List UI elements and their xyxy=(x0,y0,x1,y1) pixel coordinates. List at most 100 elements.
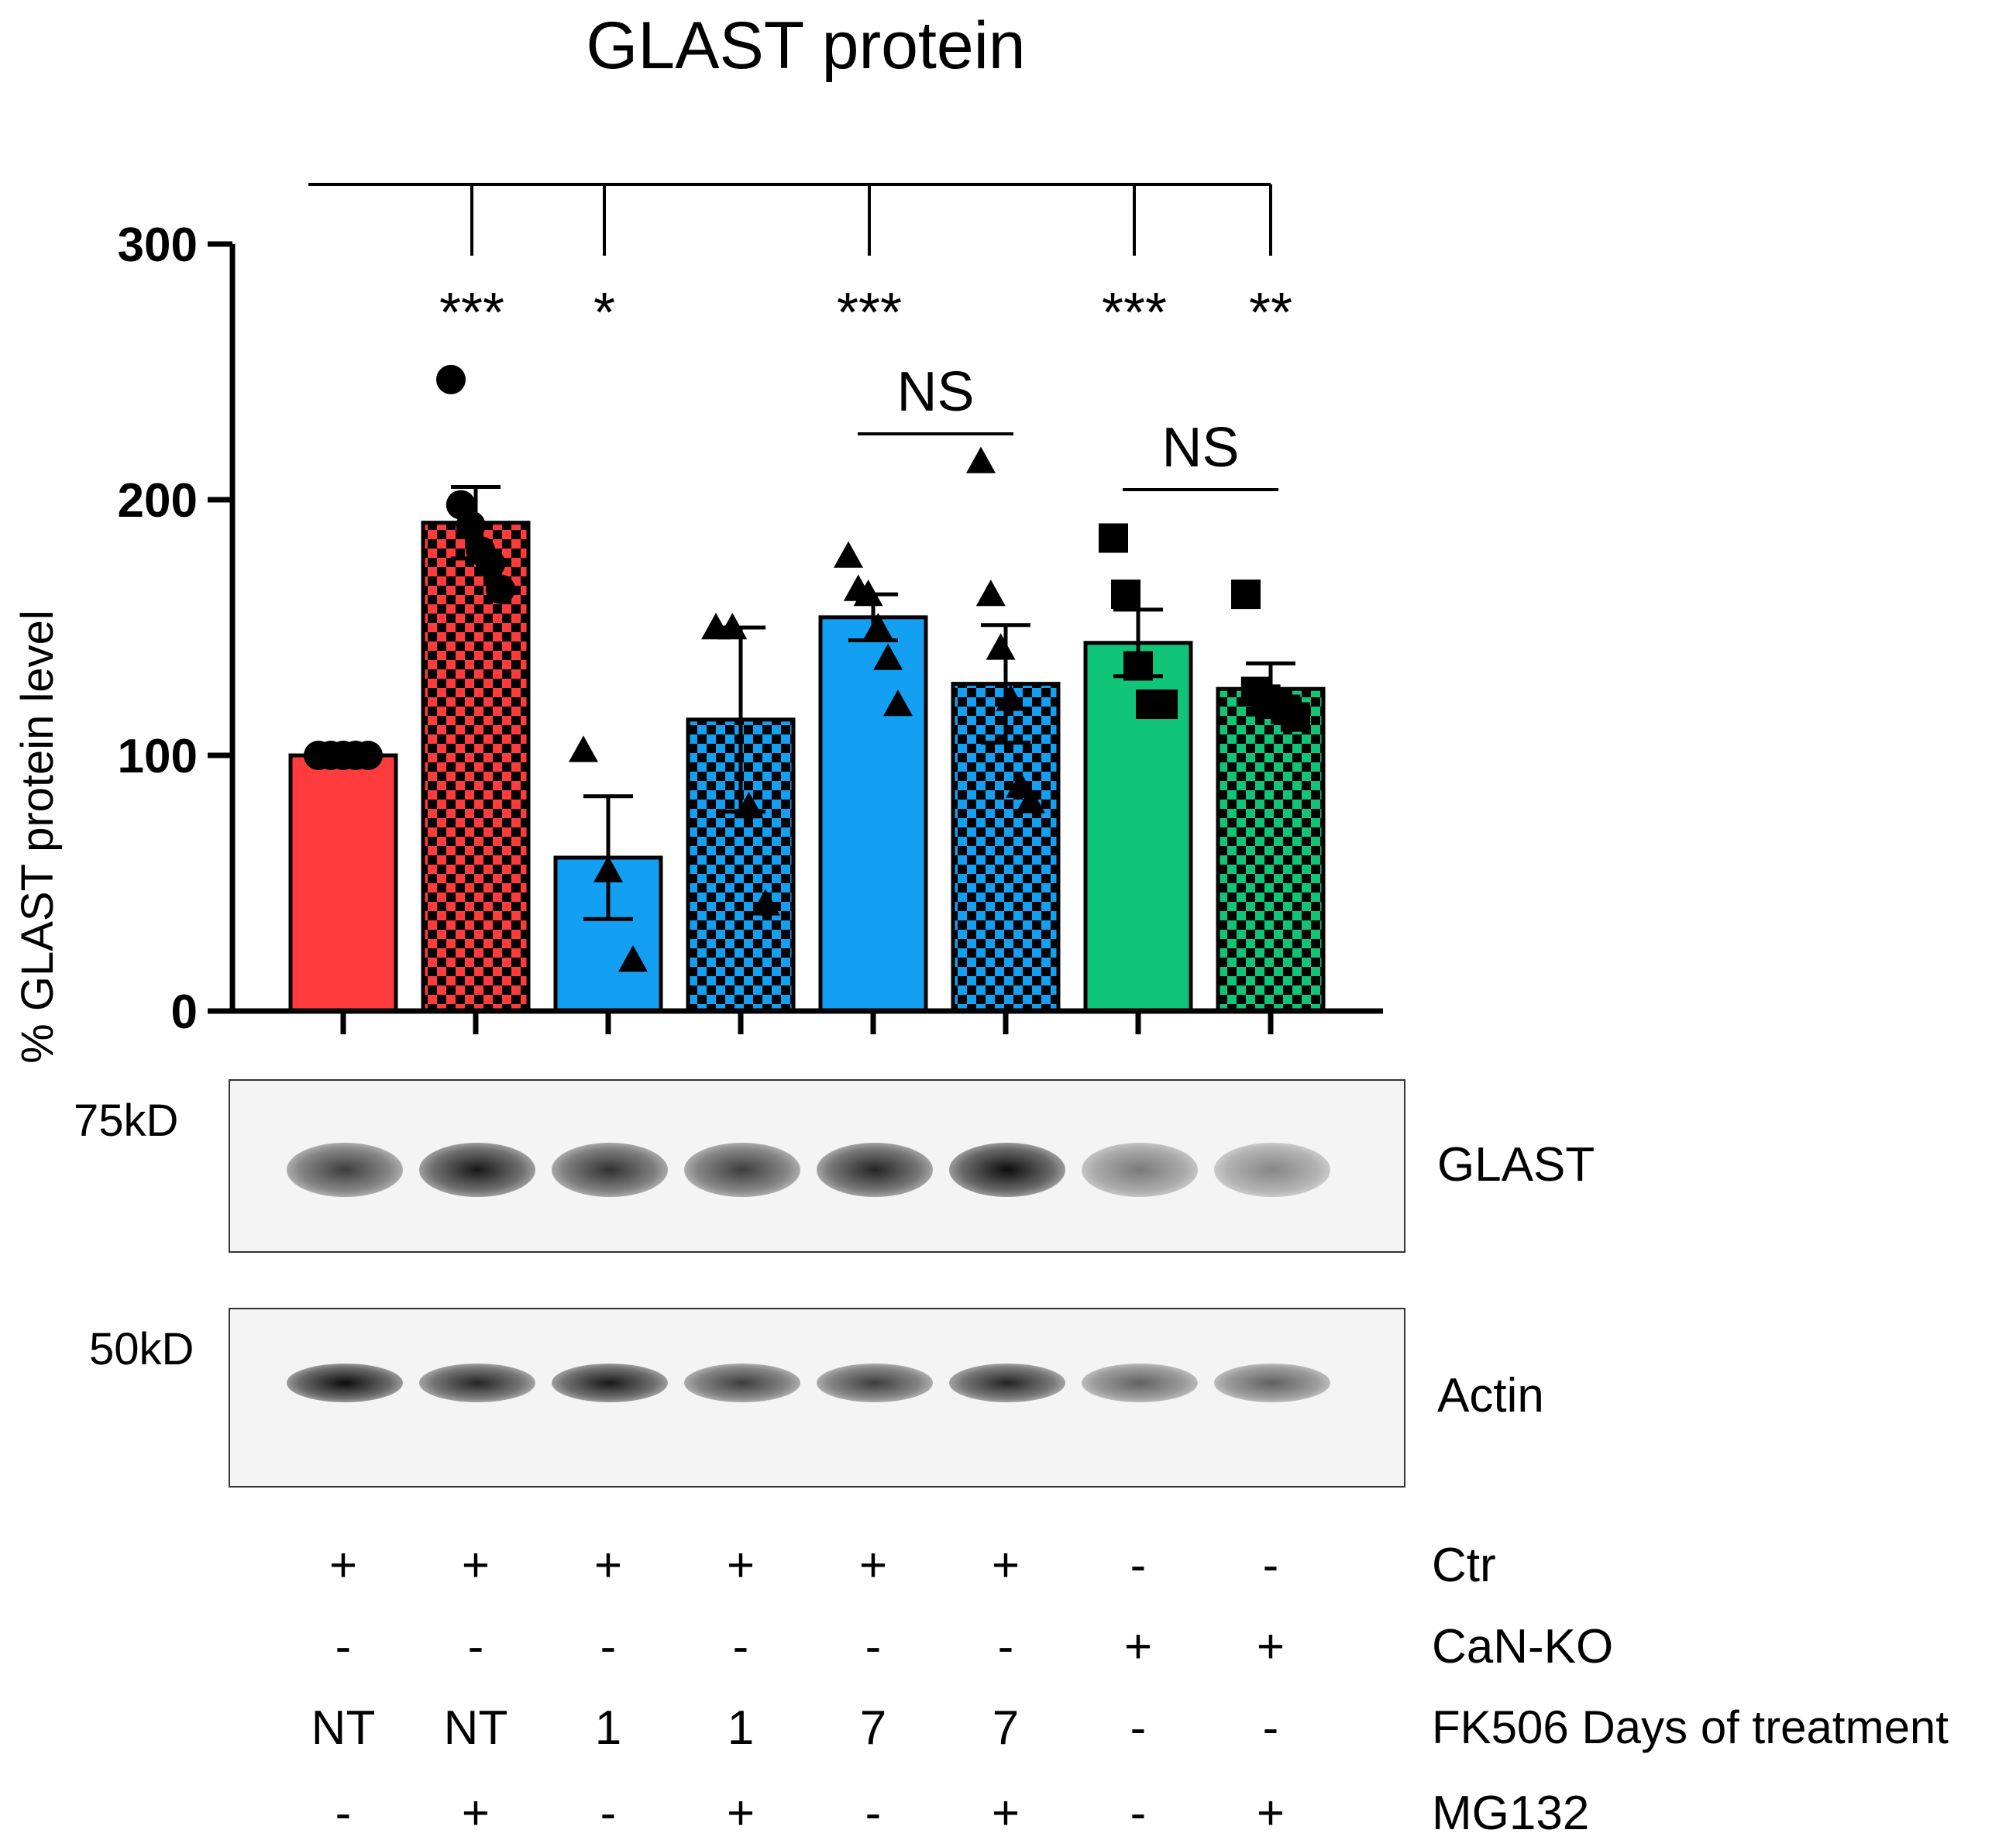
condition-cell: - xyxy=(1130,1539,1147,1592)
data-point xyxy=(1099,523,1128,553)
condition-cell: 7 xyxy=(992,1701,1020,1755)
data-point xyxy=(966,446,996,473)
blot-name-label: Actin xyxy=(1437,1369,1544,1422)
data-point xyxy=(618,945,648,972)
data-point xyxy=(1006,771,1036,798)
condition-cell: + xyxy=(1123,1620,1153,1673)
bar-8 xyxy=(1216,686,1326,1013)
condition-cell: 1 xyxy=(594,1701,622,1755)
bar-5 xyxy=(818,615,928,1013)
condition-cell: - xyxy=(1262,1539,1279,1592)
data-point xyxy=(1148,690,1178,719)
data-point xyxy=(1231,580,1261,610)
condition-row-label: Ctr xyxy=(1432,1539,1496,1592)
condition-row-label: MG132 xyxy=(1432,1787,1590,1840)
ns-label: NS xyxy=(896,361,974,423)
blot-band xyxy=(1214,1364,1330,1402)
condition-cell: + xyxy=(858,1539,888,1592)
molecular-weight-label: 50kD xyxy=(89,1324,194,1374)
significance-label: * xyxy=(593,282,615,344)
condition-row-label: CaN-KO xyxy=(1432,1620,1614,1673)
condition-cell: - xyxy=(600,1620,617,1673)
blot-band xyxy=(287,1143,403,1197)
data-point xyxy=(1281,702,1310,732)
data-point xyxy=(486,574,515,604)
chart-title: GLAST protein xyxy=(586,9,1026,83)
significance-label: *** xyxy=(439,282,504,344)
molecular-weight-label: 75kD xyxy=(74,1095,179,1146)
blot-band xyxy=(419,1143,535,1197)
condition-cell: - xyxy=(600,1787,617,1840)
condition-cell: - xyxy=(997,1620,1014,1673)
y-tick-label: 200 xyxy=(118,474,198,528)
condition-cell: + xyxy=(991,1787,1020,1840)
significance-label: ** xyxy=(1249,282,1292,344)
bar-2 xyxy=(421,521,531,1013)
condition-cell: + xyxy=(461,1787,490,1840)
condition-cell: + xyxy=(1256,1787,1285,1840)
blot-band xyxy=(817,1364,933,1402)
data-point xyxy=(1123,651,1153,681)
condition-cell: - xyxy=(1130,1787,1147,1840)
data-point xyxy=(853,580,883,607)
data-point xyxy=(996,684,1026,711)
condition-cell: - xyxy=(467,1620,484,1673)
data-point xyxy=(1111,580,1140,610)
blot-band xyxy=(552,1143,668,1197)
condition-cell: 7 xyxy=(859,1701,887,1755)
data-point xyxy=(751,889,780,916)
condition-cell: + xyxy=(593,1539,623,1592)
blot-band xyxy=(287,1364,403,1402)
data-point xyxy=(436,364,466,394)
condition-cell: - xyxy=(1130,1701,1147,1755)
blot-actin xyxy=(229,1308,1405,1488)
data-point xyxy=(863,613,893,640)
data-point xyxy=(834,541,863,568)
data-point xyxy=(1016,786,1045,813)
data-point xyxy=(456,511,486,540)
blot-band xyxy=(552,1364,668,1402)
data-point xyxy=(717,613,748,640)
data-point xyxy=(986,633,1016,660)
blot-band xyxy=(684,1364,800,1402)
y-tick-label: 0 xyxy=(171,985,198,1039)
data-point xyxy=(975,580,1006,607)
condition-cell: + xyxy=(329,1539,358,1592)
blot-name-label: GLAST xyxy=(1437,1138,1595,1192)
condition-cell: NT xyxy=(443,1701,508,1755)
blot-band xyxy=(817,1143,933,1197)
condition-cell: - xyxy=(865,1620,882,1673)
y-tick-label: 300 xyxy=(118,218,198,272)
condition-cell: NT xyxy=(311,1701,376,1755)
blot-band xyxy=(949,1364,1065,1402)
blot-band xyxy=(1214,1143,1330,1197)
condition-cell: - xyxy=(732,1620,749,1673)
blot-band xyxy=(419,1364,535,1402)
condition-cell: + xyxy=(726,1787,755,1840)
data-point xyxy=(353,741,383,770)
condition-cell: - xyxy=(865,1787,882,1840)
data-point xyxy=(569,735,598,762)
condition-cell: + xyxy=(726,1539,755,1592)
blot-band xyxy=(1082,1364,1198,1402)
condition-cell: + xyxy=(461,1539,490,1592)
condition-cell: - xyxy=(1262,1701,1279,1755)
blot-band xyxy=(684,1143,800,1197)
ns-label: NS xyxy=(1161,417,1239,479)
condition-cell: 1 xyxy=(727,1701,755,1755)
data-point xyxy=(883,690,913,717)
data-point xyxy=(593,855,623,882)
blot-band xyxy=(1082,1143,1198,1197)
significance-label: *** xyxy=(837,282,902,344)
condition-row-label: FK506 Days of treatment xyxy=(1432,1701,1949,1753)
condition-cell: + xyxy=(1256,1620,1285,1673)
condition-cell: - xyxy=(335,1787,352,1840)
y-tick-label: 100 xyxy=(118,730,198,783)
condition-cell: - xyxy=(335,1620,352,1673)
blot-glast xyxy=(229,1079,1405,1253)
bar-1 xyxy=(288,753,398,1013)
condition-cell: + xyxy=(991,1539,1020,1592)
blot-band xyxy=(949,1143,1065,1197)
